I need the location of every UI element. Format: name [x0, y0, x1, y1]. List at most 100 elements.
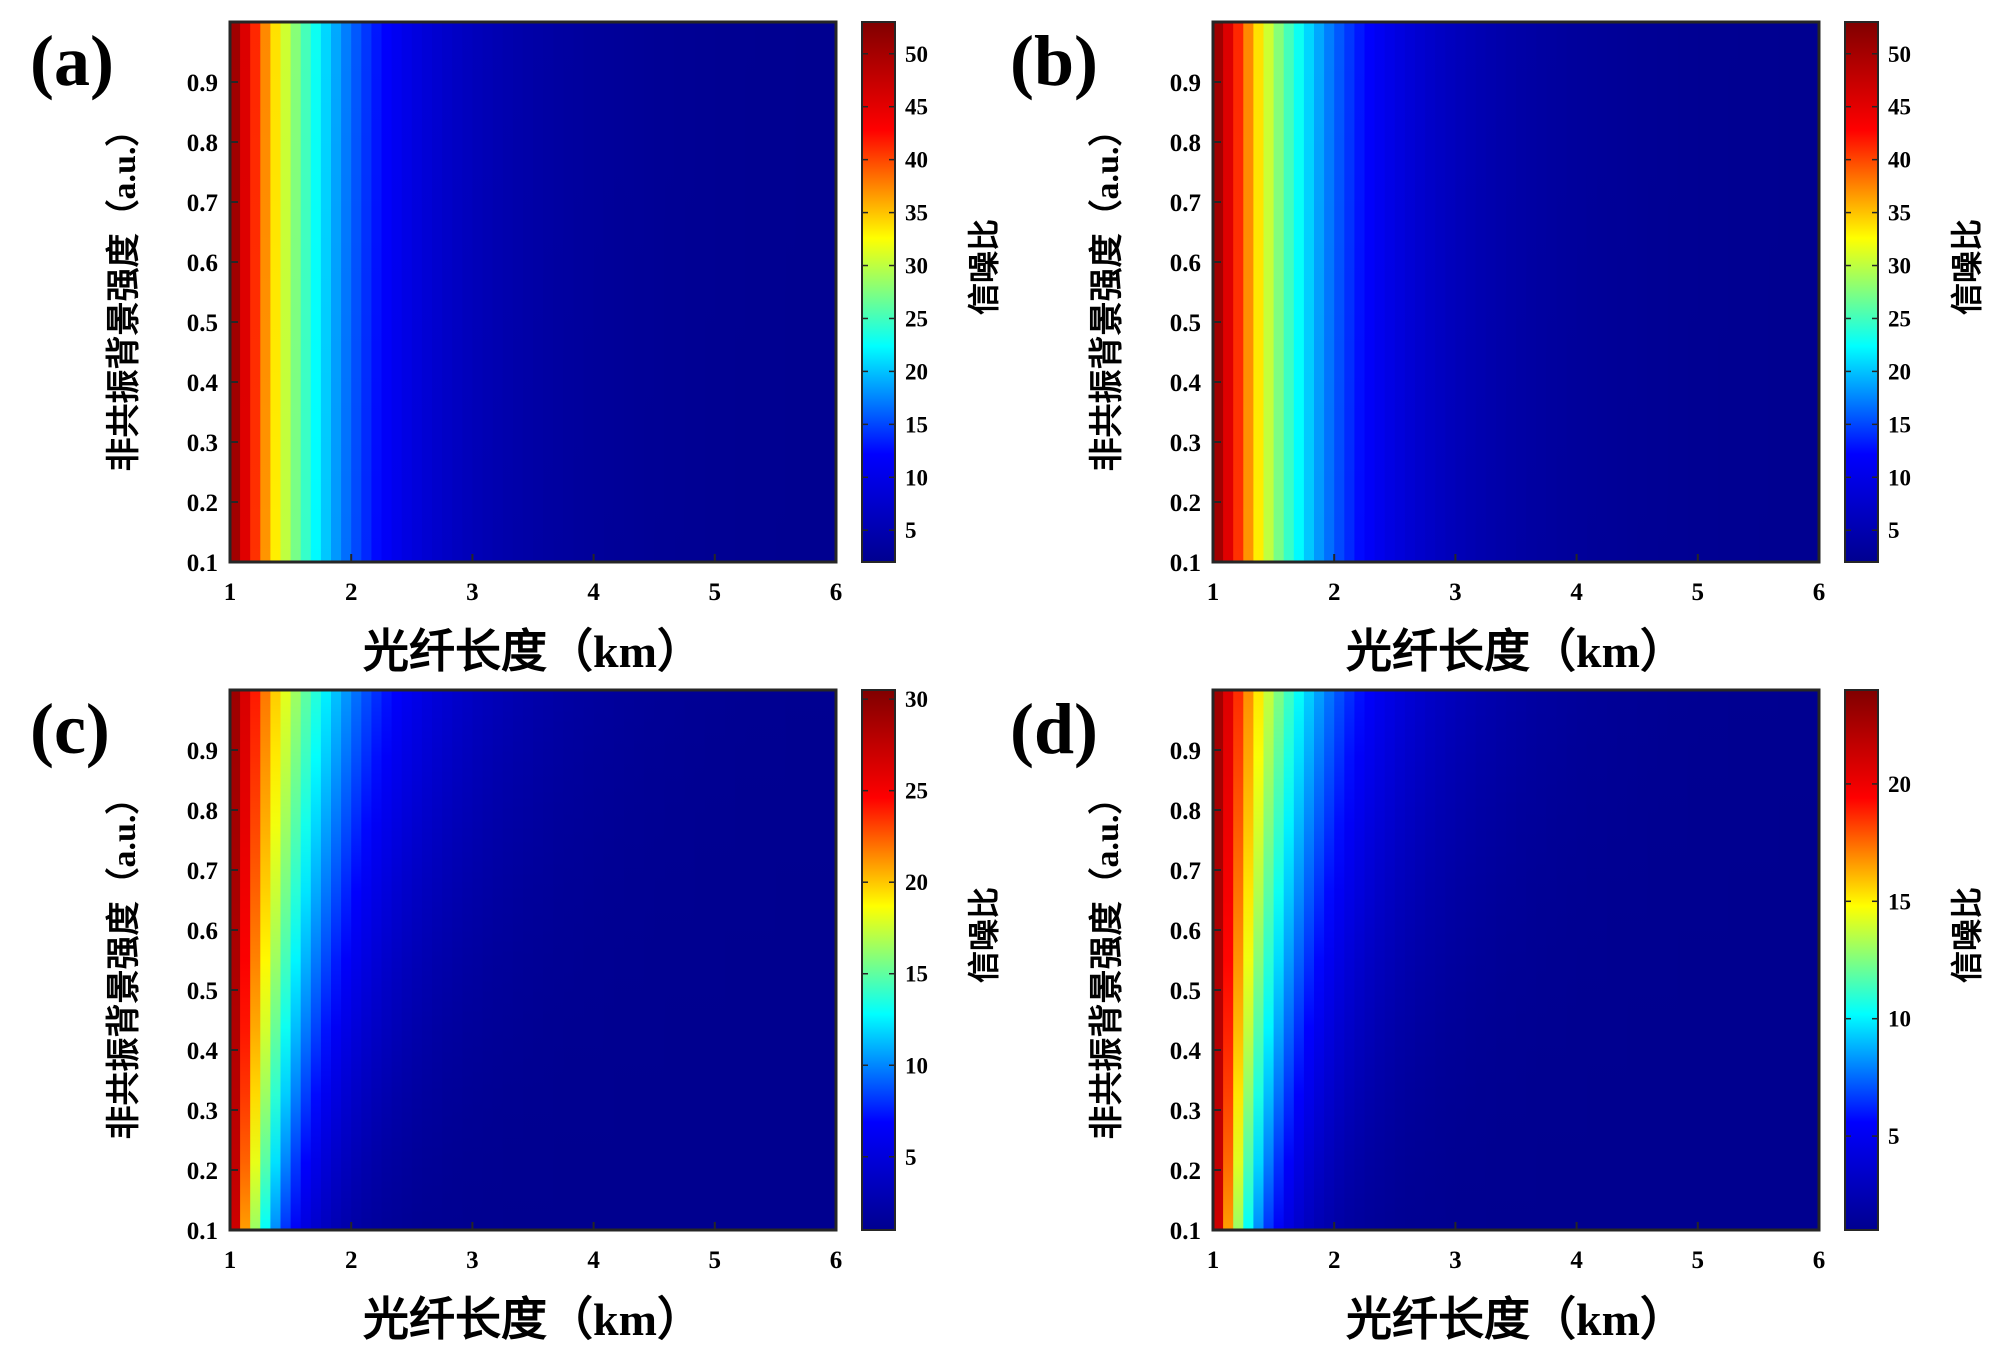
heatmap-strip	[815, 690, 827, 1230]
colorbar-label: 信噪比	[1949, 887, 1985, 983]
y-tick-label: 0.6	[187, 918, 218, 945]
heatmap-strip	[664, 22, 676, 562]
heatmap-strip	[1516, 690, 1527, 1230]
y-tick-label: 0.8	[1170, 798, 1201, 825]
heatmap-strip	[280, 690, 292, 1230]
y-tick-label: 0.5	[1170, 978, 1201, 1005]
heatmap-strip	[300, 690, 312, 1230]
heatmap-strip	[775, 22, 787, 562]
heatmap-strip	[1223, 22, 1234, 562]
heatmap-strip	[411, 690, 423, 1230]
y-tick-label: 0.8	[187, 798, 218, 825]
heatmap-strip	[1617, 22, 1628, 562]
x-axis-label: 光纤长度（km）	[363, 626, 703, 677]
heatmap-strip	[694, 690, 706, 1230]
heatmap-strip	[1253, 690, 1265, 1230]
y-tick-label: 0.4	[187, 1038, 219, 1065]
y-tick-label: 0.5	[1170, 310, 1201, 337]
heatmap-strip	[704, 690, 716, 1230]
heatmap-strip	[1303, 690, 1315, 1230]
heatmap-strip	[1475, 22, 1487, 562]
heatmap-strip	[492, 22, 504, 562]
heatmap-strip	[1606, 690, 1618, 1230]
heatmap-strip	[735, 690, 746, 1230]
heatmap-strip	[1374, 22, 1386, 562]
heatmap-strip	[593, 22, 605, 562]
x-tick-label: 2	[345, 1247, 358, 1274]
heatmap-strip	[825, 22, 837, 562]
heatmap-strip	[250, 22, 262, 562]
heatmap-strip	[230, 22, 241, 562]
x-tick-label: 5	[709, 579, 722, 606]
y-tick-label: 0.9	[187, 738, 218, 765]
heatmap-strip	[1404, 690, 1416, 1230]
colorbar-tick-label: 45	[905, 95, 928, 120]
x-axis-label: 光纤长度（km）	[363, 1294, 703, 1345]
y-tick-label: 0.7	[1170, 190, 1201, 217]
heatmap-strip	[472, 22, 484, 562]
heatmap-strip	[1526, 22, 1537, 562]
heatmap-strip	[1435, 22, 1447, 562]
heatmap-strip	[714, 22, 726, 562]
heatmap-strip	[684, 22, 696, 562]
heatmap-strip	[1243, 22, 1255, 562]
colorbar-tick-label: 15	[905, 412, 928, 437]
heatmap-strip	[1687, 22, 1699, 562]
colorbar-tick-label: 25	[1888, 306, 1911, 331]
heatmap-strip	[442, 22, 453, 562]
colorbar	[861, 21, 896, 563]
heatmap-strip	[1758, 22, 1770, 562]
y-tick-label: 0.8	[1170, 130, 1201, 157]
x-tick-label: 1	[224, 1247, 237, 1274]
heatmap-strip	[1738, 690, 1750, 1230]
heatmap-strip	[290, 22, 302, 562]
heatmap-strip	[1627, 690, 1638, 1230]
colorbar-tick-label: 10	[905, 1053, 928, 1078]
heatmap-strip	[613, 690, 625, 1230]
y-tick-label: 0.2	[1170, 490, 1201, 517]
y-tick-label: 0.5	[187, 310, 218, 337]
heatmap-strip	[1808, 22, 1820, 562]
heatmap-strip	[1748, 22, 1760, 562]
heatmap-strip	[1748, 690, 1760, 1230]
heatmap-strip	[1233, 690, 1245, 1230]
heatmap-strip	[1445, 690, 1457, 1230]
heatmap-strip	[351, 690, 363, 1230]
heatmap-strip	[1808, 690, 1820, 1230]
heatmap-strip	[1647, 690, 1659, 1230]
heatmap-strip	[674, 690, 686, 1230]
heatmap-strip	[1617, 690, 1628, 1230]
heatmap-strip	[1778, 690, 1790, 1230]
heatmap-strip	[765, 22, 777, 562]
heatmap-strip	[1223, 690, 1234, 1230]
heatmap-strip	[442, 690, 453, 1230]
heatmap-strip	[351, 22, 363, 562]
y-tick-label: 0.6	[1170, 250, 1201, 277]
heatmap-strip	[341, 690, 352, 1230]
heatmap-strip	[1546, 22, 1558, 562]
heatmap-strip	[1788, 690, 1800, 1230]
heatmap-strip	[1718, 690, 1729, 1230]
heatmap-strip	[1465, 690, 1477, 1230]
heatmap-strip	[684, 690, 696, 1230]
heatmap-strip	[805, 690, 817, 1230]
heatmap-strip	[482, 690, 494, 1230]
heatmap-strip	[634, 22, 645, 562]
heatmap-strip	[664, 690, 676, 1230]
heatmap-strip	[1243, 690, 1255, 1230]
heatmap-strip	[654, 22, 666, 562]
heatmap-strip	[654, 690, 666, 1230]
colorbar-tick-label: 10	[1888, 1007, 1911, 1032]
y-axis-label: 非共振背景强度（a.u.）	[1087, 781, 1126, 1140]
y-tick-label: 0.1	[1170, 1218, 1201, 1245]
heatmap-strip	[401, 690, 413, 1230]
heatmap-strip	[432, 690, 443, 1230]
heatmap-strip	[1314, 690, 1325, 1230]
panel-b: 1 2 3 4 5 60.10.20.30.40.50.60.70.80.9光纤长度（km…	[1010, 20, 1985, 677]
heatmap-strip	[1475, 690, 1487, 1230]
heatmap-strip	[583, 22, 595, 562]
x-tick-label: 2	[1328, 579, 1341, 606]
heatmap-strip	[230, 690, 241, 1230]
heatmap-strip	[674, 22, 686, 562]
heatmap-strip	[1354, 22, 1366, 562]
